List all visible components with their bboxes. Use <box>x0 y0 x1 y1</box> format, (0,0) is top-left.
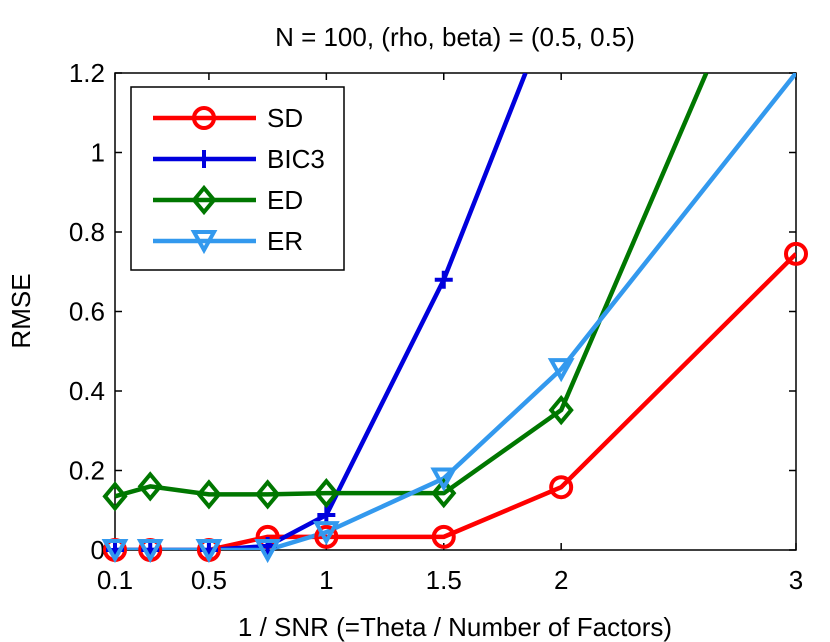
x-tick-label: 3 <box>789 565 803 595</box>
legend-label-ed: ED <box>267 185 303 215</box>
y-tick-label: 0.8 <box>69 217 105 247</box>
legend-label-sd: SD <box>267 103 303 133</box>
data-point-er <box>101 539 129 564</box>
data-point-ed <box>548 394 574 426</box>
legend-marker-er <box>190 230 218 255</box>
data-point-ed <box>255 479 281 510</box>
y-axis-label: RMSE <box>6 273 36 348</box>
legend-marker-bic3 <box>195 150 213 168</box>
series-line-sd <box>115 252 796 550</box>
x-tick-label: 1.5 <box>426 565 462 595</box>
data-point-sd <box>784 241 808 266</box>
data-point-bic3 <box>317 506 336 525</box>
y-tick-label: 0.2 <box>69 456 105 486</box>
data-point-sd <box>549 475 574 500</box>
data-point-er <box>136 539 164 564</box>
data-point-sd <box>314 524 339 549</box>
data-point-sd <box>431 524 456 549</box>
data-point-ed <box>313 478 339 509</box>
data-point-ed <box>102 481 128 512</box>
marker-layer <box>101 241 808 564</box>
x-axis-label: 1 / SNR (=Theta / Number of Factors) <box>238 612 672 642</box>
series-line-er <box>115 73 796 550</box>
y-tick-label: 0 <box>91 535 105 565</box>
x-tick-label: 2 <box>554 565 568 595</box>
data-point-er <box>312 521 340 546</box>
y-tick-label: 0.6 <box>69 297 105 327</box>
chart-title: N = 100, (rho, beta) = (0.5, 0.5) <box>275 22 635 52</box>
legend-marker-sd <box>192 106 216 130</box>
data-point-er <box>430 467 458 492</box>
data-point-er <box>547 358 575 383</box>
y-tick-label: 1.2 <box>69 58 105 88</box>
data-point-er <box>195 539 223 564</box>
y-tick-label: 1 <box>91 138 105 168</box>
axes-layer: 0.1 0.5 1 1.5 2 3 0 0.2 0.4 0.6 0.8 1 1.2 <box>69 58 803 595</box>
legend: SD BIC3 ED ER <box>130 86 345 271</box>
data-point-ed <box>137 471 163 502</box>
data-point-ed <box>431 478 457 509</box>
x-tick-label: 0.1 <box>97 565 133 595</box>
x-tick-label: 0.5 <box>191 565 227 595</box>
data-point-bic3 <box>434 270 453 289</box>
y-tick-label: 0.4 <box>69 376 105 406</box>
legend-label-er: ER <box>267 226 303 256</box>
data-point-ed <box>196 479 222 510</box>
legend-label-bic3: BIC3 <box>267 144 325 174</box>
data-point-er <box>254 539 282 564</box>
x-tick-label: 1 <box>319 565 333 595</box>
legend-marker-ed <box>191 184 217 216</box>
